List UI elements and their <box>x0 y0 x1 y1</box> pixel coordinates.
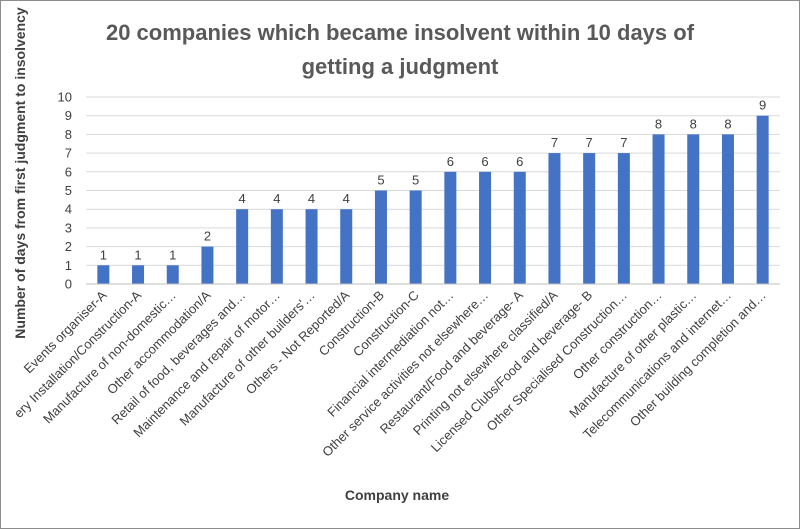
y-tick-label: 2 <box>65 239 72 254</box>
bar <box>236 209 249 284</box>
bar <box>513 171 526 284</box>
bar-value-label: 5 <box>412 173 419 188</box>
bar <box>444 171 457 284</box>
bar <box>340 209 353 284</box>
bar <box>617 153 630 284</box>
bars <box>97 115 769 284</box>
y-tick-label: 7 <box>65 146 72 161</box>
bar <box>756 115 769 284</box>
bar <box>583 153 596 284</box>
x-axis-title: Company name <box>345 487 449 503</box>
bar-value-label: 8 <box>655 116 662 131</box>
y-tick-label: 10 <box>58 90 72 105</box>
bar <box>166 265 179 284</box>
bar <box>305 209 318 284</box>
bar <box>132 265 145 284</box>
data-labels: 1 1 1 2 4 4 4 4 5 5 6 6 6 7 7 7 8 8 8 9 <box>100 98 767 263</box>
bar-value-label: 1 <box>100 247 107 262</box>
y-axis-ticks: 0 1 2 3 4 5 6 7 8 9 10 <box>58 90 72 292</box>
bar-value-label: 8 <box>690 116 697 131</box>
bar-value-label: 4 <box>273 191 280 206</box>
chart-title-line-1: 20 companies which became insolvent with… <box>106 20 695 45</box>
y-tick-label: 9 <box>65 108 72 123</box>
bar <box>270 209 283 284</box>
bar-value-label: 8 <box>724 116 731 131</box>
bar <box>721 134 734 284</box>
bar-value-label: 1 <box>134 247 141 262</box>
y-tick-label: 4 <box>65 202 72 217</box>
bar <box>374 190 387 284</box>
bar-value-label: 7 <box>586 135 593 150</box>
bar-value-label: 4 <box>239 191 246 206</box>
bar-value-label: 4 <box>308 191 315 206</box>
bar-value-label: 2 <box>204 229 211 244</box>
bar-value-label: 4 <box>343 191 350 206</box>
bar-value-label: 6 <box>447 154 454 169</box>
bar-value-label: 6 <box>481 154 488 169</box>
bar <box>97 265 110 284</box>
y-tick-label: 8 <box>65 127 72 142</box>
bar <box>548 153 561 284</box>
bar-value-label: 6 <box>516 154 523 169</box>
bar-value-label: 7 <box>620 135 627 150</box>
bar <box>652 134 665 284</box>
bar <box>409 190 422 284</box>
y-tick-label: 0 <box>65 277 72 292</box>
bar-value-label: 1 <box>169 247 176 262</box>
bar <box>479 171 492 284</box>
y-tick-label: 5 <box>65 183 72 198</box>
bar <box>687 134 700 284</box>
bar <box>201 246 214 284</box>
bar-value-label: 9 <box>759 98 766 113</box>
bar-value-label: 7 <box>551 135 558 150</box>
bar-value-label: 5 <box>377 173 384 188</box>
y-axis-title: Number of days from first judgment to in… <box>12 7 28 339</box>
y-tick-label: 3 <box>65 220 72 235</box>
y-tick-label: 6 <box>65 164 72 179</box>
y-tick-label: 1 <box>65 258 72 273</box>
chart-title-line-2: getting a judgment <box>302 54 499 79</box>
gridlines <box>86 96 780 266</box>
